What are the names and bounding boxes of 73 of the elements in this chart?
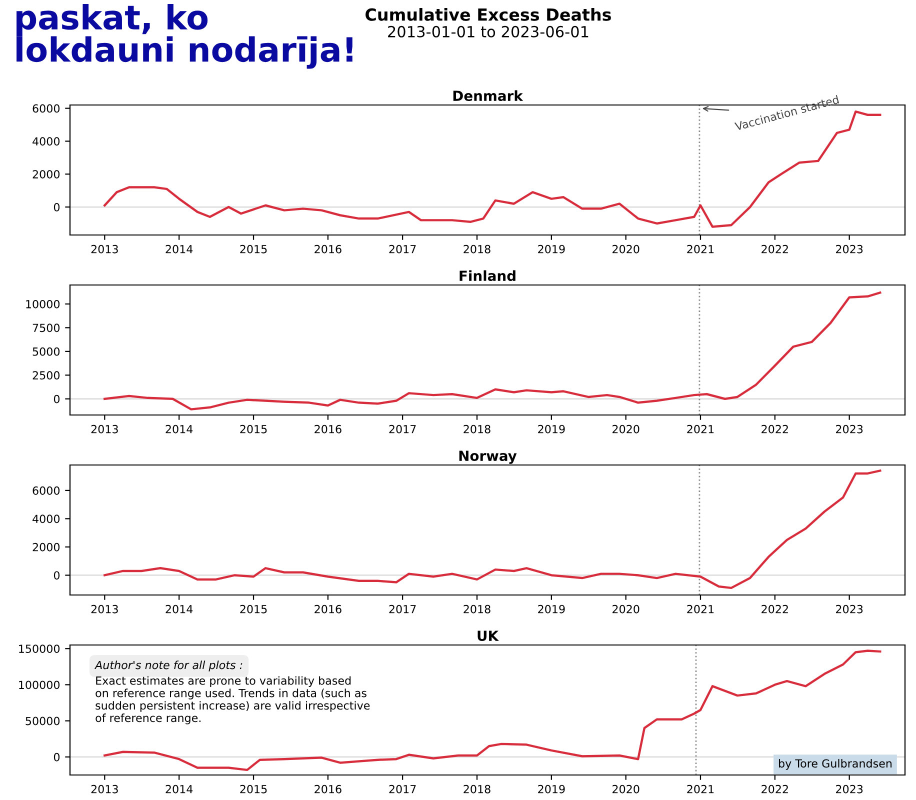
x-tick-label: 2014: [166, 784, 193, 794]
line-series: [104, 291, 882, 410]
y-tick-label: 50000: [26, 716, 60, 726]
y-tick-label: 2000: [32, 542, 60, 552]
x-tick-label: 2013: [91, 784, 118, 794]
y-tick-label: 2000: [32, 170, 60, 178]
y-tick-label: 0: [54, 752, 60, 762]
x-tick-label: 2021: [687, 784, 714, 794]
x-tick-label: 2022: [762, 784, 788, 794]
x-tick-label: 2015: [240, 604, 267, 614]
x-tick-label: 2023: [836, 424, 863, 434]
x-tick-label: 2019: [538, 784, 565, 794]
x-tick-label: 2017: [389, 244, 416, 254]
x-tick-label: 2018: [464, 424, 490, 434]
x-tick-label: 2021: [687, 244, 714, 254]
chart-title: UK: [478, 630, 499, 642]
x-tick-label: 2015: [240, 784, 267, 794]
x-tick-label: 2019: [538, 604, 565, 614]
x-tick-label: 2014: [166, 604, 193, 614]
y-tick-label: 10000: [26, 300, 60, 308]
x-tick-label: 2018: [464, 244, 490, 254]
x-tick-label: 2019: [538, 424, 565, 434]
x-tick-label: 2020: [612, 244, 640, 254]
y-tick-label: 0: [54, 394, 60, 404]
y-tick-label: 7500: [32, 324, 60, 332]
annotation: Exact estimates are prone to variability based on reference range used. Trends in data (such as sudden persistent increase) are valid irrespective of reference range.: [96, 676, 370, 724]
text: 2013-01-01 to 2023-06-01: [388, 26, 588, 38]
x-tick-label: 2016: [314, 604, 342, 614]
x-tick-label: 2017: [389, 604, 416, 614]
x-tick-label: 2015: [240, 244, 267, 254]
y-tick-label: 6000: [32, 486, 60, 495]
x-tick-label: 2020: [612, 424, 640, 434]
x-tick-label: 2021: [687, 604, 714, 614]
chart-title: Norway: [459, 450, 517, 464]
y-tick-label: 5000: [32, 347, 60, 356]
x-tick-label: 2020: [612, 784, 640, 794]
x-tick-label: 2018: [464, 784, 490, 794]
x-tick-label: 2023: [836, 784, 863, 794]
x-tick-label: 2016: [314, 244, 342, 254]
y-tick-label: 2500: [32, 371, 60, 380]
x-tick-label: 2021: [687, 424, 714, 434]
y-tick-label: 6000: [32, 104, 60, 113]
text: paskat, ko lokdauni nodarīja!: [16, 4, 352, 69]
text: Cumulative Excess Deaths: [366, 8, 611, 21]
line-series: [104, 470, 882, 590]
x-tick-label: 2015: [240, 424, 267, 434]
y-tick-label: 0: [54, 571, 60, 580]
x-tick-label: 2016: [314, 784, 342, 794]
y-tick-label: 4000: [32, 514, 60, 524]
x-tick-label: 2013: [91, 244, 118, 254]
x-tick-label: 2022: [762, 424, 788, 434]
x-tick-label: 2017: [389, 784, 416, 794]
y-tick-label: 100000: [19, 680, 60, 690]
x-tick-label: 2014: [166, 424, 193, 434]
annotation: Author's note for all plots :: [94, 660, 242, 672]
y-tick-label: 0: [54, 203, 60, 212]
x-tick-label: 2014: [166, 244, 193, 254]
y-tick-label: 150000: [19, 644, 60, 653]
x-tick-label: 2013: [91, 604, 118, 614]
x-tick-label: 2023: [836, 604, 863, 614]
x-tick-label: 2019: [538, 244, 565, 254]
y-tick-label: 4000: [32, 137, 60, 146]
x-tick-label: 2018: [464, 604, 490, 614]
x-tick-label: 2022: [762, 244, 788, 254]
x-tick-label: 2022: [762, 604, 788, 614]
x-tick-label: 2017: [389, 424, 416, 434]
x-tick-label: 2023: [836, 244, 863, 254]
x-tick-label: 2013: [91, 424, 118, 434]
x-tick-label: 2016: [314, 424, 342, 434]
chart-title: Denmark: [453, 90, 524, 102]
x-tick-label: 2020: [612, 604, 640, 614]
annotation: by Tore Gulbrandsen: [779, 759, 892, 770]
chart-title: Finland: [460, 270, 516, 282]
